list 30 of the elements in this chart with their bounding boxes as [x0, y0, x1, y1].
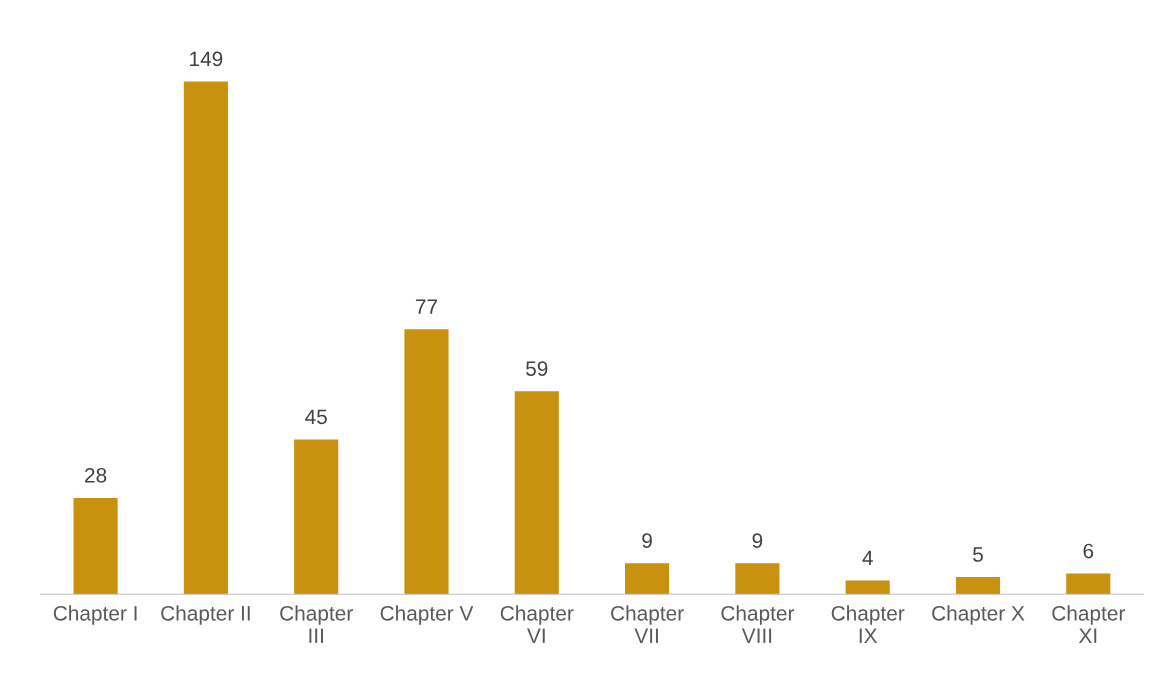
bar: [514, 391, 559, 595]
x-tick-label: Chapter VI: [500, 605, 574, 643]
bar: [73, 497, 118, 595]
data-label: 9: [642, 533, 652, 549]
x-tick-label: Chapter XI: [1052, 605, 1126, 643]
x-tick-label: Chapter VII: [611, 605, 684, 643]
x-tick-label: Chapter II: [161, 605, 250, 625]
data-label: 77: [415, 299, 438, 314]
data-label: 59: [526, 361, 548, 376]
data-label: 4: [862, 550, 873, 566]
x-tick-label: Chapter V: [380, 605, 474, 625]
data-label: 45: [305, 409, 327, 425]
bar: [404, 329, 449, 595]
bar: [735, 563, 780, 595]
bar: [625, 563, 670, 595]
bar: [294, 439, 339, 595]
data-label: 9: [752, 533, 763, 549]
x-tick-label: Chapter VIII: [721, 605, 795, 643]
bar: [845, 580, 890, 595]
bar: [1066, 573, 1111, 595]
x-tick-label: Chapter III: [280, 605, 353, 643]
x-tick-label: Chapter IX: [831, 605, 905, 643]
data-label: 5: [973, 547, 983, 562]
x-tick-label: Chapter X: [932, 605, 1025, 625]
data-label: 28: [85, 467, 107, 483]
data-label: 149: [190, 51, 223, 67]
bar: [955, 577, 1001, 595]
bar: [183, 81, 228, 595]
x-tick-label: Chapter I: [53, 605, 137, 625]
data-label: 6: [1083, 543, 1094, 559]
